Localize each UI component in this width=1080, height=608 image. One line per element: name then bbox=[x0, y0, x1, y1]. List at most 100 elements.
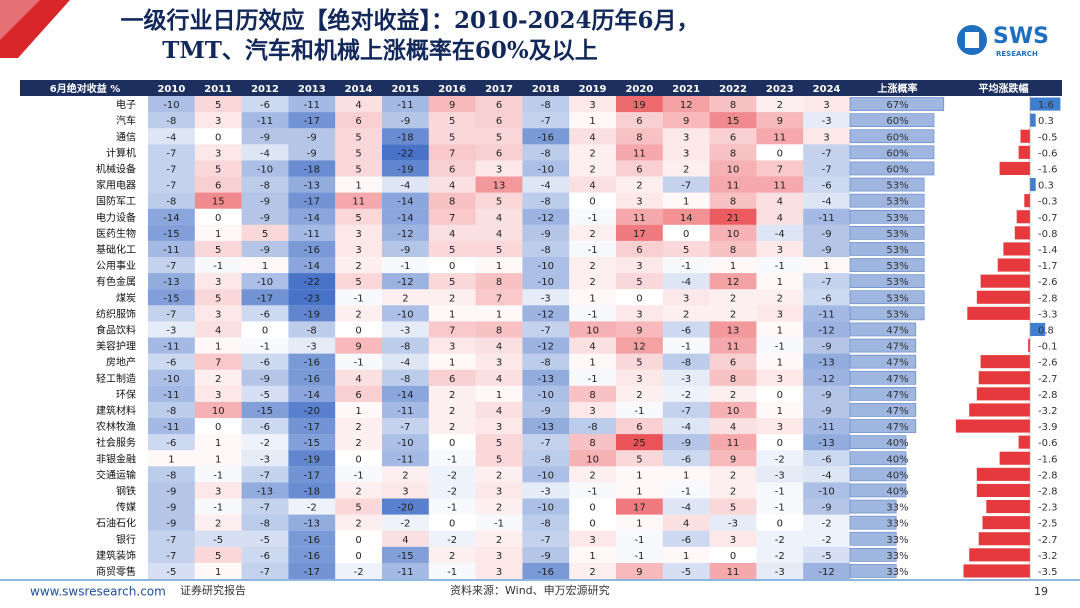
prob-bar bbox=[849, 451, 907, 466]
cell-value: -3 bbox=[681, 374, 691, 385]
heat-cell bbox=[288, 450, 336, 467]
heat-cell bbox=[194, 305, 242, 322]
cell-value: -6 bbox=[260, 100, 270, 111]
heat-cell bbox=[616, 562, 663, 579]
avg-bar bbox=[1024, 194, 1030, 208]
prob-label: 53% bbox=[886, 213, 908, 224]
heat-cell bbox=[756, 369, 804, 386]
cell-value: 2 bbox=[589, 261, 595, 272]
heat-cell bbox=[148, 546, 195, 563]
heat-cell bbox=[756, 257, 804, 274]
cell-value: 5 bbox=[496, 245, 502, 256]
heat-cell bbox=[335, 96, 382, 113]
column-header: 6月绝对收益 % bbox=[50, 82, 120, 95]
heat-cell bbox=[803, 562, 850, 579]
cell-value: 3 bbox=[215, 277, 221, 288]
heat-cell bbox=[803, 240, 850, 257]
cell-value: -14 bbox=[304, 261, 320, 272]
cell-value: 0 bbox=[777, 519, 783, 530]
heat-cell bbox=[288, 466, 336, 483]
avg-bar bbox=[986, 500, 1030, 514]
heat-cell bbox=[522, 482, 570, 499]
cell-value: -3 bbox=[775, 567, 785, 578]
cell-value: 2 bbox=[402, 293, 408, 304]
cell-value: 2 bbox=[589, 229, 595, 240]
cell-value: 8 bbox=[496, 277, 502, 288]
cell-value: 2 bbox=[777, 100, 783, 111]
heat-cell bbox=[616, 337, 663, 354]
cell-value: -11 bbox=[397, 100, 413, 111]
heat-cell bbox=[522, 96, 570, 113]
cell-value: 5 bbox=[215, 245, 221, 256]
heat-cell bbox=[475, 466, 523, 483]
heat-cell bbox=[335, 112, 382, 129]
prob-label: 60% bbox=[886, 132, 908, 143]
cell-value: 7 bbox=[777, 164, 783, 175]
cell-value: 6 bbox=[449, 374, 455, 385]
heat-cell bbox=[335, 418, 382, 435]
heat-cell bbox=[428, 353, 476, 370]
cell-value: -1 bbox=[634, 535, 644, 546]
cell-value: 0 bbox=[589, 197, 595, 208]
prob-bar bbox=[849, 515, 897, 530]
cell-value: -1 bbox=[260, 342, 270, 353]
cell-value: 5 bbox=[355, 164, 361, 175]
cell-value: -13 bbox=[818, 358, 834, 369]
cell-value: 0 bbox=[777, 148, 783, 159]
heat-cell bbox=[616, 224, 663, 241]
heat-cell bbox=[428, 498, 476, 515]
heat-cell bbox=[662, 257, 710, 274]
heat-cell bbox=[803, 273, 850, 290]
cell-value: -10 bbox=[257, 277, 273, 288]
cell-value: 19 bbox=[633, 100, 646, 111]
cell-value: 1 bbox=[496, 309, 502, 320]
cell-value: -7 bbox=[681, 181, 691, 192]
cell-value: -1 bbox=[354, 293, 364, 304]
cell-value: -1 bbox=[588, 213, 598, 224]
cell-value: 5 bbox=[215, 551, 221, 562]
cell-value: -8 bbox=[307, 325, 317, 336]
heat-cell bbox=[522, 385, 570, 402]
heat-cell bbox=[428, 482, 476, 499]
heat-cell bbox=[803, 289, 850, 306]
heat-cell bbox=[616, 240, 663, 257]
heat-cell bbox=[241, 562, 289, 579]
heat-cell bbox=[803, 208, 850, 225]
cell-value: -12 bbox=[538, 342, 554, 353]
cell-value: 10 bbox=[586, 325, 599, 336]
cell-value: -8 bbox=[166, 197, 176, 208]
cell-value: 9 bbox=[636, 567, 642, 578]
cell-value: 25 bbox=[633, 438, 646, 449]
heat-cell bbox=[475, 385, 523, 402]
cell-value: -7 bbox=[166, 535, 176, 546]
heat-cell bbox=[756, 96, 804, 113]
heat-cell bbox=[475, 418, 523, 435]
heat-cell bbox=[148, 482, 195, 499]
avg-bar bbox=[1020, 129, 1030, 143]
heat-cell bbox=[803, 353, 850, 370]
avg-bar bbox=[978, 532, 1030, 546]
avg-label: -1.4 bbox=[1038, 245, 1058, 256]
heat-cell bbox=[382, 144, 429, 161]
cell-value: -4 bbox=[400, 358, 410, 369]
heat-cell bbox=[616, 208, 663, 225]
heat-cell bbox=[756, 176, 804, 193]
avg-bar bbox=[955, 419, 1030, 433]
cell-value: 5 bbox=[449, 245, 455, 256]
heat-cell bbox=[662, 240, 710, 257]
cell-value: -14 bbox=[163, 213, 179, 224]
cell-value: 8 bbox=[589, 438, 595, 449]
prob-label: 53% bbox=[886, 197, 908, 208]
heat-cell bbox=[569, 353, 616, 370]
heat-cell bbox=[241, 128, 289, 145]
cell-value: -1 bbox=[354, 470, 364, 481]
row-label: 电力设备 bbox=[96, 211, 136, 224]
heat-cell bbox=[428, 418, 476, 435]
cell-value: -3 bbox=[307, 342, 317, 353]
heat-cell bbox=[382, 337, 429, 354]
cell-value: -2 bbox=[447, 535, 457, 546]
cell-value: 5 bbox=[215, 293, 221, 304]
heat-cell bbox=[709, 418, 757, 435]
cell-value: -6 bbox=[822, 181, 832, 192]
